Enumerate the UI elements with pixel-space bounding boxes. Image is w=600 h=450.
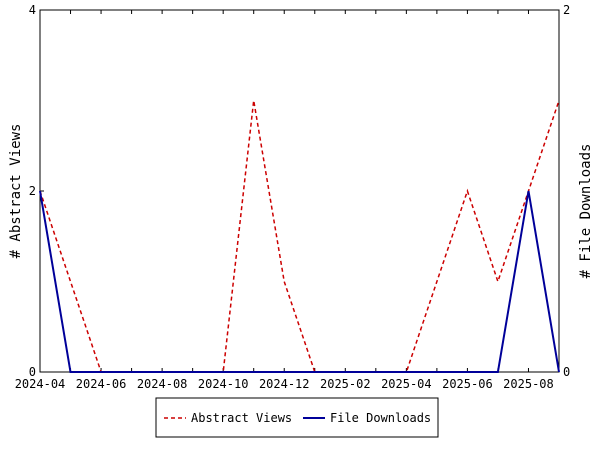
series-line-file-downloads <box>39 190 560 373</box>
x-tick-label-2024-08: 2024-08 <box>137 377 188 391</box>
series-lines <box>39 100 560 373</box>
x-tick-label-2025-04: 2025-04 <box>381 377 432 391</box>
y-tick-label-left-0: 0 <box>29 365 36 379</box>
y-axis-title-left: # Abstract Views <box>8 124 24 259</box>
y-tick-label-right-2: 2 <box>563 3 570 17</box>
legend-label-file-downloads: File Downloads <box>330 411 431 425</box>
legend-label-abstract-views: Abstract Views <box>191 411 292 425</box>
x-tick-label-2025-08: 2025-08 <box>503 377 554 391</box>
y-tick-label-left-2: 2 <box>29 184 36 198</box>
y-tick-label-right-0: 0 <box>563 365 570 379</box>
x-tick-label-2024-12: 2024-12 <box>259 377 310 391</box>
legend: Abstract Views File Downloads <box>155 397 439 438</box>
y-axis-title-right: # File Downloads <box>578 144 594 279</box>
legend-box <box>155 397 439 438</box>
y-tick-label-left-4: 4 <box>29 3 36 17</box>
x-tick-label-2025-02: 2025-02 <box>320 377 371 391</box>
x-tick-label-2024-10: 2024-10 <box>198 377 249 391</box>
x-axis-ticks: 2024-04 2024-06 2024-08 2024-10 2024-12 2025-… <box>15 10 560 391</box>
y-axis-ticks: 0 2 4 0 2 <box>29 3 570 379</box>
plot-frame <box>39 9 560 373</box>
x-tick-label-2024-06: 2024-06 <box>76 377 127 391</box>
series-line-abstract-views <box>39 100 560 373</box>
x-tick-label-2025-06: 2025-06 <box>442 377 493 391</box>
x-tick-label-2024-04: 2024-04 <box>15 377 66 391</box>
